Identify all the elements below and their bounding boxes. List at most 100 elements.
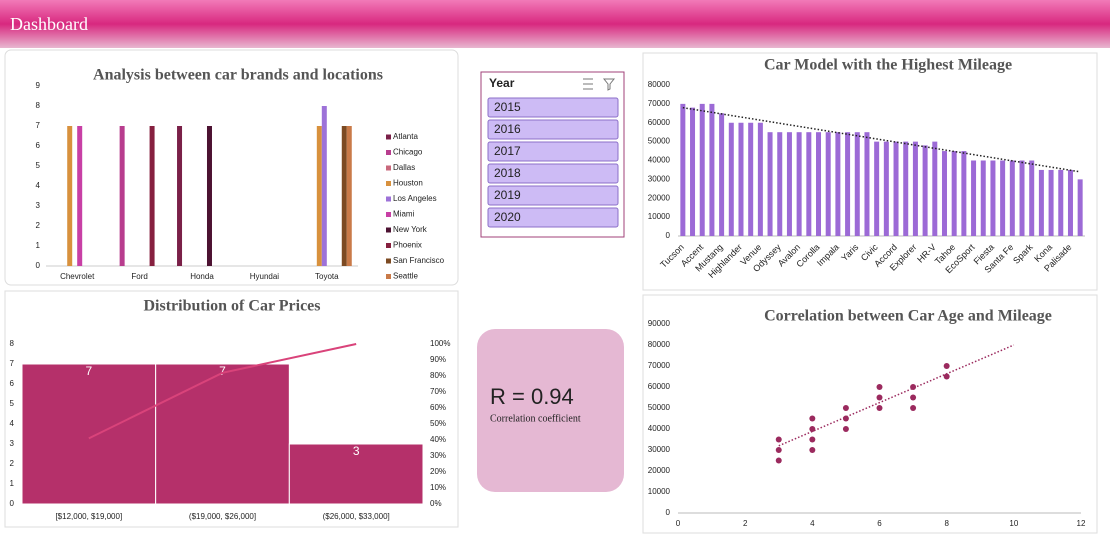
point [910,394,917,401]
bar [1048,169,1054,236]
y2-tick-label: 20% [430,467,446,476]
y-tick-label: 30000 [648,174,671,183]
bar [738,122,744,236]
y-tick-label: 80000 [648,80,671,89]
bar [893,141,899,236]
legend-label: Miami [393,210,415,219]
legend-swatch [386,196,391,202]
slicer-item[interactable] [487,163,619,184]
y-tick-label: 6 [10,379,15,388]
slicer-item-label[interactable]: 2019 [494,188,521,202]
bar [825,132,831,236]
y-tick-label: 60000 [648,118,671,127]
bar [757,122,763,236]
slicer-item-label[interactable]: 2017 [494,144,521,158]
slicer-item[interactable] [487,141,619,162]
y-tick-label: 50000 [648,137,671,146]
x-tick-label: Honda [190,272,214,281]
bar [874,141,880,236]
bar [1019,160,1025,236]
slicer-item[interactable] [487,207,619,228]
point [876,405,883,411]
value-label: 7 [219,364,226,378]
bar [21,363,157,505]
x-tick-label: ($19,000, $26,000] [189,512,256,521]
y-tick-label: 1 [10,479,15,488]
card-label: Correlation coefficient [490,413,581,424]
bar [316,126,322,266]
y-tick-label: 1 [36,241,41,250]
bar [961,151,967,236]
bar [816,132,822,236]
bar [1067,169,1073,236]
slicer-icons[interactable] [583,78,616,91]
y-tick-label: 6 [36,141,41,150]
point [910,405,917,411]
y-tick-label: 90000 [648,319,671,328]
y2-tick-label: 30% [430,451,446,460]
y-tick-label: 70000 [648,361,671,370]
slicer-item[interactable] [487,119,619,140]
slicer-item[interactable] [487,97,619,118]
point [775,436,782,443]
point [775,457,782,464]
slicer-item-label[interactable]: 2015 [494,100,521,114]
slicer-item-label[interactable]: 2020 [494,210,521,224]
bar [719,113,725,236]
point [809,436,816,443]
x-tick-label: Ford [131,272,147,281]
chart-title: Distribution of Car Prices [143,298,320,315]
y-tick-label: 7 [10,359,15,368]
bar [690,107,696,237]
bar [903,141,909,236]
bar [845,132,851,236]
bar [288,443,424,505]
legend-swatch [386,150,391,155]
bar [864,132,870,236]
x-tick-label: 2 [743,519,748,528]
slicer-item-label[interactable]: 2016 [494,122,521,136]
bar [941,151,947,236]
value-label: 7 [85,364,92,378]
y-tick-label: 5 [10,399,15,408]
bar [806,132,812,236]
bar [321,106,327,266]
card-value: R = 0.94 [490,384,574,409]
legend-label: Los Angeles [393,194,437,203]
x-tick-label: 10 [1009,519,1018,528]
y-tick-label: 80000 [648,340,671,349]
y-tick-label: 2 [36,221,41,230]
bar [932,141,938,236]
y2-tick-label: 60% [430,403,446,412]
bar [341,126,347,266]
y-tick-label: 0 [666,508,671,517]
bar [883,141,889,236]
y-tick-label: 4 [36,181,41,190]
chart-title: Correlation between Car Age and Mileage [764,308,1052,325]
legend-label: Dallas [393,163,415,172]
legend-swatch [386,181,391,186]
y2-tick-label: 10% [430,483,446,492]
bar [699,103,705,236]
panel [642,294,1098,534]
slicer-item-label[interactable]: 2018 [494,166,521,180]
y2-tick-label: 80% [430,371,446,380]
bar [709,103,715,236]
y-tick-label: 9 [36,81,41,90]
legend-label: New York [393,225,428,234]
bar [177,126,183,266]
header-title: Dashboard [10,14,88,34]
y2-tick-label: 40% [430,435,446,444]
legend-label: Seattle [393,272,418,281]
legend-label: Houston [393,179,423,188]
bar [77,126,83,266]
bar [1038,169,1044,236]
slicer-item[interactable] [487,185,619,206]
bar [119,126,125,266]
legend-label: San Francisco [393,256,445,265]
bar [777,132,783,236]
y-tick-label: 70000 [648,99,671,108]
bar [1009,160,1015,236]
bar [990,160,996,236]
